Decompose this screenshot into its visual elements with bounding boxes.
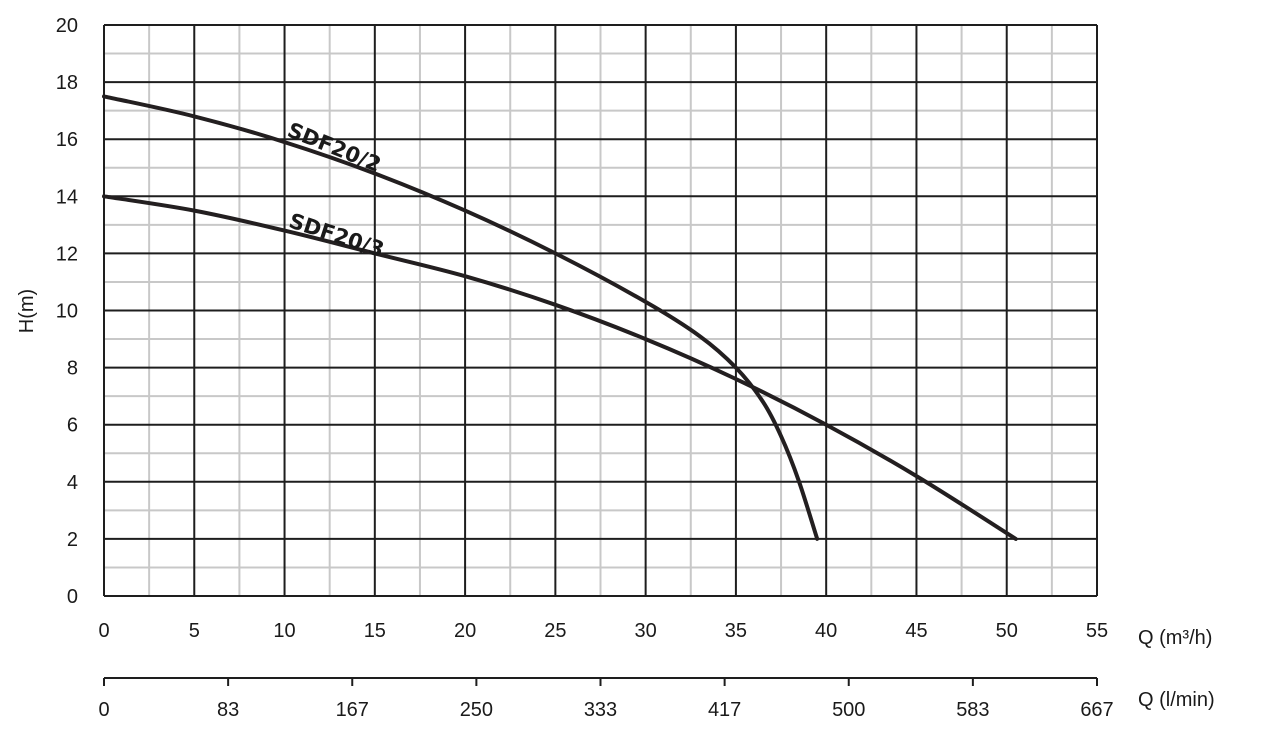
x-tick-label: 20 (454, 620, 476, 642)
x-tick-label: 15 (364, 620, 386, 642)
x-tick-label: 0 (98, 620, 109, 642)
x-tick-label: 5 (189, 620, 200, 642)
x2-tick-label: 167 (336, 699, 369, 721)
y-tick-label: 8 (67, 358, 78, 380)
y-tick-label: 0 (67, 586, 78, 608)
y-tick-label: 16 (56, 129, 78, 151)
x-tick-label: 50 (996, 620, 1018, 642)
x2-tick-label: 500 (832, 699, 865, 721)
x2-tick-label: 0 (98, 699, 109, 721)
y-tick-label: 14 (56, 186, 78, 208)
x2-tick-label: 333 (584, 699, 617, 721)
y-axis-label: H(m) (16, 289, 38, 333)
y-tick-label: 2 (67, 529, 78, 551)
y-tick-label: 6 (67, 415, 78, 437)
x2-axis-label: Q (l/min) (1138, 689, 1215, 711)
minor-gridlines (104, 25, 1097, 596)
major-gridlines (103, 24, 1098, 597)
x2-tick-label: 417 (708, 699, 741, 721)
x-tick-label: 45 (905, 620, 927, 642)
y-tick-label: 12 (56, 243, 78, 265)
y-tick-label: 10 (56, 301, 78, 323)
series-line (102, 94, 820, 541)
x-tick-label: 10 (273, 620, 295, 642)
x2-tick-label: 83 (217, 699, 239, 721)
y-axis-ticks: 0 2 4 6 8 10 12 14 16 18 20 (56, 15, 78, 608)
x-tick-label: 35 (725, 620, 747, 642)
performance-curves (102, 94, 1018, 541)
x-tick-label: 30 (635, 620, 657, 642)
y-tick-label: 20 (56, 15, 78, 37)
y-tick-label: 4 (67, 472, 78, 494)
x2-tick-label: 667 (1080, 699, 1113, 721)
x2-tick-label: 250 (460, 699, 493, 721)
x-tick-label: 25 (544, 620, 566, 642)
y-tick-label: 18 (56, 72, 78, 94)
series-line (102, 194, 1018, 541)
x-tick-label: 55 (1086, 620, 1108, 642)
x-axis-label: Q (m³/h) (1138, 627, 1212, 649)
x2-tick-label: 583 (956, 699, 989, 721)
secondary-x-axis: 0 83 167 250 333 417 500 583 667 (98, 677, 1114, 721)
x-axis-ticks: 0 5 10 15 20 25 30 35 40 45 50 55 (98, 620, 1108, 642)
x-tick-label: 40 (815, 620, 837, 642)
